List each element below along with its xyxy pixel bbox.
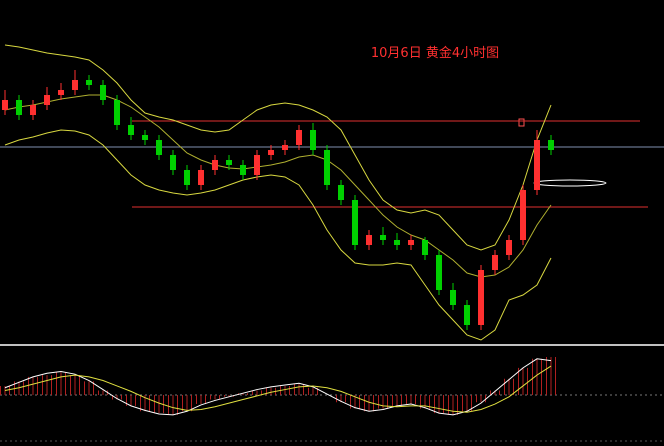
candle-body (296, 130, 302, 145)
candle-body (268, 150, 274, 155)
candle-body (170, 155, 176, 170)
candle-body (324, 150, 330, 185)
candle-body (184, 170, 190, 185)
candle-body (282, 145, 288, 150)
dea-line (4, 365, 552, 413)
candle-body (366, 235, 372, 245)
candle-body (16, 100, 22, 115)
candle-body (548, 140, 554, 150)
candle-body (478, 270, 484, 325)
annotation-box (518, 118, 525, 127)
candle-body (58, 90, 64, 95)
candle-body (408, 240, 414, 245)
candle-body (450, 290, 456, 305)
candle-body (156, 140, 162, 155)
candle-body (2, 100, 8, 110)
annotation-ellipse (533, 179, 607, 187)
dif-line (4, 358, 552, 416)
candle-body (422, 240, 428, 255)
upper-band (4, 44, 552, 251)
candle-body (240, 165, 246, 175)
candle-body (100, 85, 106, 100)
candle-body (380, 235, 386, 240)
candle-body (198, 170, 204, 185)
candle-body (506, 240, 512, 255)
candle-body (520, 190, 526, 240)
candle-body (338, 185, 344, 200)
candle-body (212, 160, 218, 170)
lower-band (4, 129, 552, 341)
chart-title: 10月6日 黄金4小时图 (371, 45, 499, 61)
candle-body (534, 140, 540, 190)
candle-body (142, 135, 148, 140)
middle-band (4, 94, 552, 278)
candle-body (86, 80, 92, 85)
candle-body (114, 100, 120, 125)
candle-body (492, 255, 498, 270)
candle-body (394, 240, 400, 245)
candle-body (254, 155, 260, 175)
candle-body (72, 80, 78, 90)
candle-body (128, 125, 134, 135)
candle-body (310, 130, 316, 150)
candle-body (352, 200, 358, 245)
candle-body (30, 105, 36, 115)
candle-body (464, 305, 470, 325)
candle-body (226, 160, 232, 165)
candle-body (436, 255, 442, 290)
candle-body (44, 95, 50, 105)
